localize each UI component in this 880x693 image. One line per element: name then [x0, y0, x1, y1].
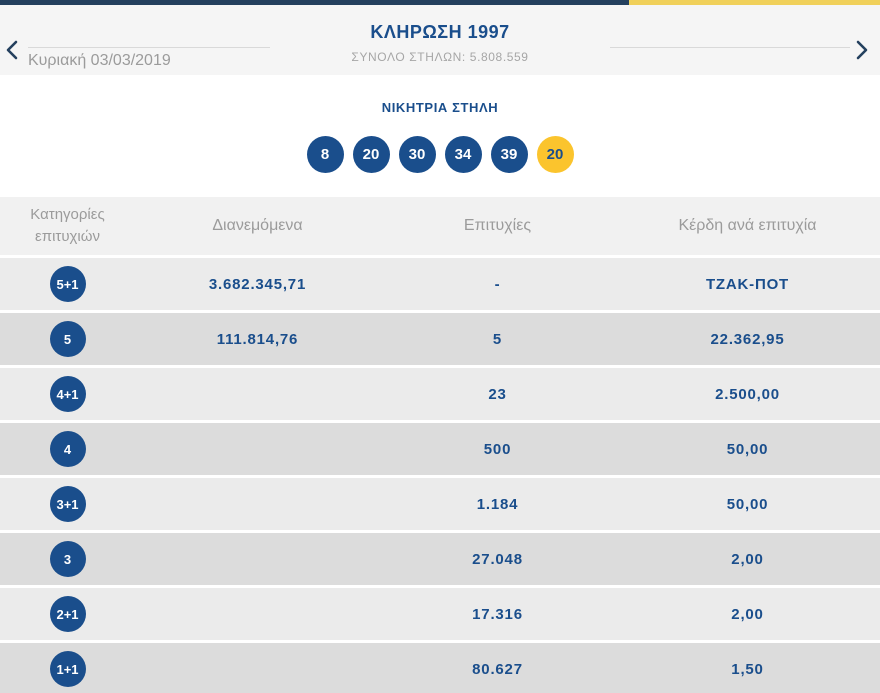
- winning-number-ball: 30: [398, 136, 436, 173]
- table-row: 1+1 80.627 1,50: [0, 643, 880, 693]
- cell-distributed: 111.814,76: [216, 330, 299, 348]
- cell-prize: 1,50: [731, 660, 764, 678]
- cell-prize: ΤΖΑΚ-ΠΟΤ: [705, 275, 790, 293]
- table-row: 2+1 17.316 2,00: [0, 588, 880, 640]
- category-badge: 4: [49, 431, 86, 467]
- table-row: 5 111.814,76 5 22.362,95: [0, 313, 880, 365]
- table-row: 4 500 50,00: [0, 423, 880, 475]
- header-divider-left: [28, 47, 270, 48]
- cell-prize: 2,00: [731, 550, 764, 568]
- winning-number-ball: 34: [444, 136, 482, 173]
- table-body: 5+1 3.682.345,71 - ΤΖΑΚ-ΠΟΤ 5 111.814,76 5 22.3…: [0, 258, 880, 693]
- category-badge: 2+1: [49, 596, 86, 632]
- winning-column-label: ΝΙΚΗΤΡΙΑ ΣΤΗΛΗ: [381, 100, 499, 115]
- cell-category: 4+1: [0, 376, 135, 412]
- cell-category: 3: [0, 541, 135, 577]
- draw-title: ΚΛΗΡΩΣΗ 1997: [370, 22, 510, 42]
- winning-number-ball: 20: [352, 136, 390, 173]
- cell-winners: 5: [492, 330, 503, 348]
- category-badge: 4+1: [49, 376, 86, 412]
- cell-category: 5: [0, 321, 135, 357]
- cell-category: 2+1: [0, 596, 135, 632]
- top-accent-navy-segment: [0, 0, 630, 5]
- cell-winners: 17.316: [472, 605, 523, 623]
- cell-category: 1+1: [0, 651, 135, 687]
- cell-prize: 50,00: [726, 440, 769, 458]
- cell-category: 4: [0, 431, 135, 467]
- winning-number-ball: 39: [490, 136, 528, 173]
- table-row: 4+1 23 2.500,00: [0, 368, 880, 420]
- next-draw-button[interactable]: [855, 39, 875, 61]
- cell-winners: 23: [488, 385, 507, 403]
- top-accent-bar: [0, 0, 880, 5]
- table-row: 5+1 3.682.345,71 - ΤΖΑΚ-ΠΟΤ: [0, 258, 880, 310]
- column-header-prize: Κέρδη ανά επιτυχία: [678, 217, 817, 234]
- column-header-distributed: Διανεμόμενα: [212, 217, 303, 234]
- column-header-winners: Επιτυχίες: [463, 217, 532, 234]
- cell-distributed: 3.682.345,71: [208, 275, 307, 293]
- cell-winners: 80.627: [472, 660, 523, 678]
- joker-number-ball: 20: [536, 136, 574, 173]
- cell-prize: 50,00: [726, 495, 769, 513]
- category-badge: 5+1: [49, 266, 86, 302]
- winning-numbers: 8 20 30 34 39 20: [0, 136, 880, 173]
- category-badge: 5: [49, 321, 86, 357]
- cell-category: 3+1: [0, 486, 135, 522]
- category-badge: 1+1: [49, 651, 86, 687]
- prize-tiers-table: Κατηγορίες επιτυχιών Διανεμόμενα Επιτυχί…: [0, 197, 880, 693]
- chevron-left-icon: [5, 40, 25, 60]
- header-divider-right: [610, 47, 850, 48]
- column-header-categories: Κατηγορίες επιτυχιών: [30, 205, 105, 246]
- category-badge: 3: [49, 541, 86, 577]
- category-badge: 3+1: [49, 486, 86, 522]
- previous-draw-button[interactable]: [5, 39, 25, 61]
- cell-category: 5+1: [0, 266, 135, 302]
- cell-prize: 2,00: [731, 605, 764, 623]
- draw-date: Κυριακή 03/03/2019: [28, 52, 171, 69]
- table-header-row: Κατηγορίες επιτυχιών Διανεμόμενα Επιτυχί…: [0, 197, 880, 255]
- chevron-right-icon: [855, 40, 875, 60]
- draw-header: Κυριακή 03/03/2019 ΚΛΗΡΩΣΗ 1997 ΣΥΝΟΛΟ Σ…: [0, 5, 880, 75]
- winning-number-ball: 8: [306, 136, 344, 173]
- cell-prize: 22.362,95: [710, 330, 785, 348]
- table-row: 3+1 1.184 50,00: [0, 478, 880, 530]
- top-accent-yellow-segment: [629, 0, 880, 5]
- cell-winners: 27.048: [472, 550, 523, 568]
- cell-winners: -: [494, 275, 501, 293]
- table-row: 3 27.048 2,00: [0, 533, 880, 585]
- draw-title-block: ΚΛΗΡΩΣΗ 1997 ΣΥΝΟΛΟ ΣΤΗΛΩΝ: 5.808.559: [240, 22, 640, 64]
- cell-winners: 500: [483, 440, 512, 458]
- cell-winners: 1.184: [476, 495, 519, 513]
- draw-total-columns: ΣΥΝΟΛΟ ΣΤΗΛΩΝ: 5.808.559: [351, 50, 529, 64]
- cell-prize: 2.500,00: [715, 385, 780, 403]
